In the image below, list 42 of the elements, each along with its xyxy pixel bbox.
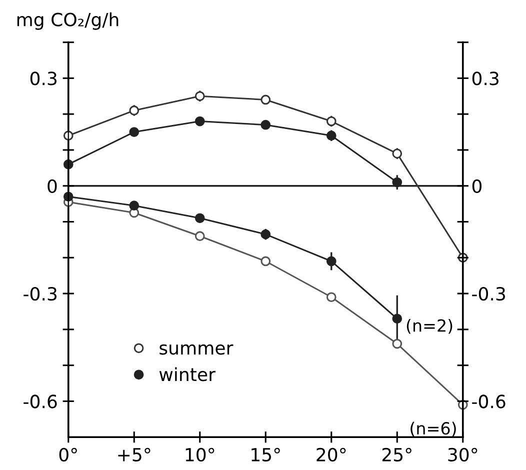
x-tick-label: 20° [316, 448, 346, 462]
point [392, 314, 402, 324]
point [194, 231, 205, 242]
point [260, 229, 271, 240]
annotation: (n=2) [406, 318, 452, 334]
point [326, 116, 336, 126]
x-tick-label: 15° [252, 448, 280, 462]
x-tick-label: 10° [186, 448, 214, 462]
y-tick-label: -0.3 [24, 286, 57, 301]
y-tick-label: -0.6 [24, 394, 57, 408]
legend-label: winter [159, 367, 216, 382]
point [326, 130, 336, 141]
point [326, 292, 336, 302]
point [260, 256, 271, 266]
x-tick-label: 0° [59, 448, 77, 462]
x-tick-label: 30° [448, 448, 478, 462]
point [392, 338, 402, 349]
point [63, 130, 74, 141]
point [194, 116, 205, 126]
point [392, 177, 402, 188]
point [129, 106, 140, 116]
point [392, 148, 402, 158]
y2-tick-label: 0 [472, 179, 482, 193]
point [63, 159, 74, 170]
y2-tick-label: -0.3 [472, 286, 505, 301]
legend-label: summer [160, 344, 234, 355]
x-tick-label: +5° [118, 448, 150, 462]
annotation: (n=6) [410, 422, 456, 437]
point [260, 94, 271, 105]
point [260, 120, 271, 130]
point [129, 127, 140, 137]
point [194, 91, 205, 102]
y2-tick-label: -0.6 [472, 394, 506, 408]
x-tick-label: 25° [382, 448, 412, 462]
point [129, 200, 140, 211]
point [326, 256, 336, 266]
y-tick-label: 0 [48, 179, 57, 193]
point [63, 192, 74, 202]
y-tick-label: 0.3 [30, 72, 57, 86]
y2-tick-label: 0.3 [472, 72, 498, 86]
point [194, 213, 205, 224]
y-axis-title: mg CO₂/g/h [17, 12, 118, 30]
